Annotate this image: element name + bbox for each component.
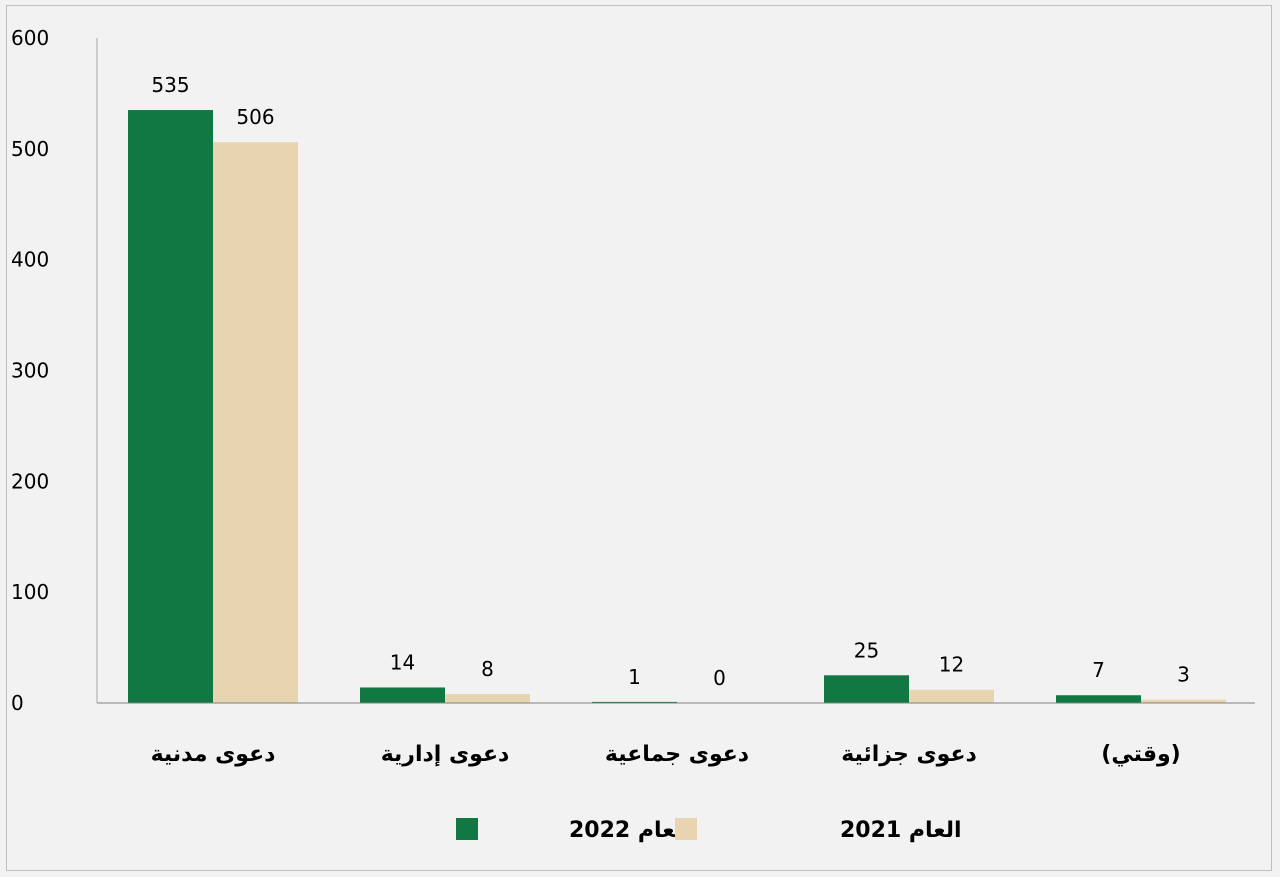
data-label: 12 xyxy=(939,653,964,677)
category-labels: دعوى مدنية دعوى إدارية دعوى جماعية دعوى جزا… xyxy=(151,742,1181,767)
category-label: (وقتي) xyxy=(1101,742,1180,767)
bar-series-1 xyxy=(360,687,445,703)
bar-chart: 0 100 200 300 400 500 600 535 506 14 8 1 0 25 12 7 3 دع… xyxy=(11,26,1255,843)
legend-label: العام 2021 xyxy=(840,818,962,843)
category-label: دعوى مدنية xyxy=(151,742,276,767)
category-label: دعوى جزائية xyxy=(841,742,977,767)
y-tick-label: 200 xyxy=(11,469,49,493)
data-label: 7 xyxy=(1092,658,1105,682)
data-label: 14 xyxy=(390,650,415,674)
bar-series-1 xyxy=(592,701,677,703)
bar-series-2 xyxy=(445,694,530,703)
category-label: دعوى جماعية xyxy=(605,742,749,767)
bar-series-2 xyxy=(1141,699,1226,703)
bar-series-1 xyxy=(1056,695,1141,703)
y-tick-label: 300 xyxy=(11,359,49,383)
chart-frame: 0 100 200 300 400 500 600 535 506 14 8 1 0 25 12 7 3 دع… xyxy=(6,5,1272,871)
bar-series-1 xyxy=(824,675,909,703)
y-axis-ticks: 0 100 200 300 400 500 600 xyxy=(11,26,49,715)
data-label: 1 xyxy=(628,665,641,689)
bar-series-2 xyxy=(213,142,298,703)
legend-label: العام 2022 xyxy=(569,818,691,843)
y-tick-label: 400 xyxy=(11,248,49,272)
legend-swatch xyxy=(456,818,478,840)
data-label: 0 xyxy=(713,666,726,690)
bar-series-2 xyxy=(909,689,994,703)
data-label: 506 xyxy=(236,105,274,129)
data-label: 535 xyxy=(151,73,189,97)
y-tick-label: 100 xyxy=(11,580,49,604)
legend-swatch xyxy=(675,818,697,840)
bar-series-1 xyxy=(128,110,213,703)
category-label: دعوى إدارية xyxy=(381,742,510,767)
data-label: 3 xyxy=(1177,663,1190,687)
y-tick-label: 500 xyxy=(11,137,49,161)
bars xyxy=(128,110,1226,703)
data-labels: 535 506 14 8 1 0 25 12 7 3 xyxy=(151,73,1189,690)
legend: العام 2022 العام 2021 xyxy=(456,818,962,843)
data-label: 25 xyxy=(854,638,879,662)
y-tick-label: 600 xyxy=(11,26,49,50)
data-label: 8 xyxy=(481,657,494,681)
y-tick-label: 0 xyxy=(11,691,24,715)
